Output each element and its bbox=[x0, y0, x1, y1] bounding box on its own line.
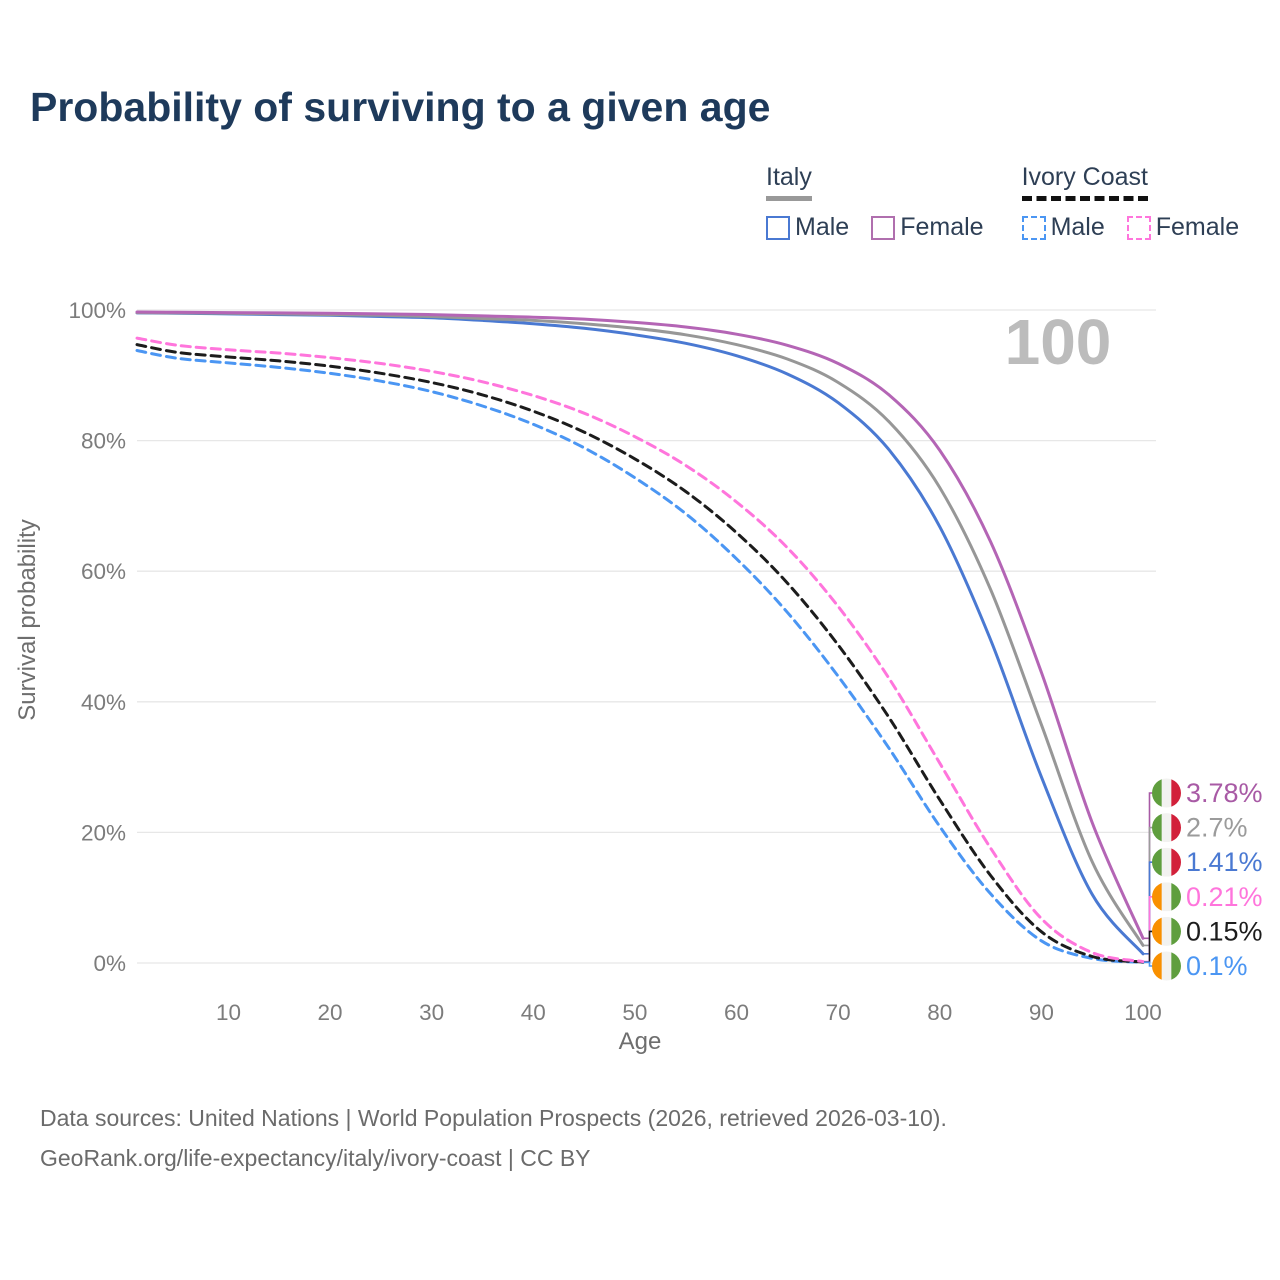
legend-item-label: Female bbox=[1155, 213, 1240, 241]
flag-stripe bbox=[1152, 847, 1163, 877]
legend-group-ivory-coast-label[interactable]: Ivory Coast bbox=[1021, 163, 1148, 201]
chart-legend: Italy Male Female Ivory Coast Male bbox=[766, 163, 1239, 242]
x-tick-label: 20 bbox=[318, 1000, 343, 1025]
end-label-ivory-coast-both-sexes: 0.15% bbox=[1186, 916, 1263, 946]
legend-group-ivory-coast: Ivory Coast Male Female bbox=[1021, 163, 1240, 242]
flag-italy-icon bbox=[1152, 778, 1181, 808]
x-tick-label: 100 bbox=[1124, 1000, 1162, 1025]
flag-stripe bbox=[1152, 778, 1163, 808]
y-tick-label: 100% bbox=[68, 298, 126, 323]
flag-ivory-coast-icon bbox=[1152, 916, 1181, 946]
leader-line bbox=[1144, 826, 1153, 947]
footer-data-sources: Data sources: United Nations | World Pop… bbox=[40, 1105, 947, 1131]
flag-stripe bbox=[1152, 813, 1163, 843]
flag-stripe bbox=[1161, 813, 1172, 843]
footer-attribution: GeoRank.org/life-expectancy/italy/ivory-… bbox=[40, 1145, 591, 1171]
leader-line bbox=[1144, 896, 1153, 963]
flag-italy-icon bbox=[1152, 847, 1181, 877]
flag-stripe bbox=[1171, 813, 1181, 843]
legend-item-ivory-coast-female[interactable]: Female bbox=[1126, 213, 1240, 242]
flag-italy-icon bbox=[1152, 813, 1181, 843]
x-tick-label: 80 bbox=[927, 1000, 952, 1025]
legend-row-italy: Male Female bbox=[766, 213, 984, 242]
x-axis-title: Age bbox=[619, 1028, 662, 1055]
x-tick-label: 70 bbox=[826, 1000, 851, 1025]
end-label-italy-female: 3.78% bbox=[1186, 778, 1263, 808]
series-curve-ivory-coast-male[interactable] bbox=[135, 349, 1145, 964]
legend-row-ivory-coast: Male Female bbox=[1021, 213, 1240, 242]
leader-line bbox=[1144, 792, 1153, 940]
leader-line bbox=[1144, 930, 1153, 963]
legend-item-label: Male bbox=[795, 213, 850, 241]
legend-item-ivory-coast-male[interactable]: Male bbox=[1021, 213, 1105, 242]
end-label-ivory-coast-female: 0.21% bbox=[1186, 882, 1263, 912]
ivory-coast-male-swatch-icon bbox=[1021, 215, 1046, 240]
y-tick-label: 0% bbox=[93, 951, 126, 976]
flag-stripe bbox=[1152, 951, 1163, 981]
chart-footer: Data sources: United Nations | World Pop… bbox=[40, 1098, 947, 1178]
end-label-italy-male: 1.41% bbox=[1186, 847, 1263, 877]
series-curve-italy-female[interactable] bbox=[135, 310, 1145, 940]
legend-item-italy-female[interactable]: Female bbox=[871, 213, 984, 242]
italy-male-swatch-icon bbox=[766, 215, 790, 240]
series-curve-ivory-coast-female[interactable] bbox=[135, 336, 1145, 964]
flag-stripe bbox=[1171, 916, 1181, 946]
flag-stripe bbox=[1171, 882, 1181, 912]
series-curve-ivory-coast-both-sexes[interactable] bbox=[135, 343, 1145, 964]
y-tick-label: 20% bbox=[81, 820, 126, 845]
leader-line bbox=[1144, 861, 1153, 955]
flag-stripe bbox=[1171, 951, 1181, 981]
y-tick-label: 80% bbox=[81, 429, 126, 454]
flag-stripe bbox=[1161, 882, 1172, 912]
series-curve-italy-male[interactable] bbox=[135, 311, 1145, 956]
flag-stripe bbox=[1161, 916, 1172, 946]
x-tick-label: 30 bbox=[419, 1000, 444, 1025]
flag-stripe bbox=[1152, 916, 1163, 946]
ivory-coast-female-swatch-icon bbox=[1126, 215, 1151, 240]
flag-stripe bbox=[1161, 951, 1172, 981]
legend-item-label: Female bbox=[900, 213, 984, 241]
x-tick-label: 50 bbox=[622, 1000, 647, 1025]
x-tick-label: 60 bbox=[724, 1000, 749, 1025]
x-tick-label: 90 bbox=[1029, 1000, 1054, 1025]
flag-stripe bbox=[1171, 847, 1181, 877]
leader-line bbox=[1144, 961, 1153, 967]
italy-female-swatch-icon bbox=[871, 215, 896, 240]
x-tick-label: 40 bbox=[521, 1000, 546, 1025]
legend-group-italy-label[interactable]: Italy bbox=[766, 163, 812, 201]
flag-stripe bbox=[1161, 847, 1172, 877]
end-label-ivory-coast-male: 0.1% bbox=[1186, 951, 1248, 981]
flag-stripe bbox=[1152, 882, 1163, 912]
flag-stripe bbox=[1161, 778, 1172, 808]
y-tick-label: 40% bbox=[81, 690, 126, 715]
chart-watermark: 100 bbox=[1005, 306, 1112, 378]
flag-stripe bbox=[1171, 778, 1181, 808]
x-tick-label: 10 bbox=[216, 1000, 241, 1025]
y-tick-label: 60% bbox=[81, 559, 126, 584]
legend-item-label: Male bbox=[1050, 213, 1105, 241]
page-title: Probability of surviving to a given age bbox=[30, 84, 771, 130]
legend-item-italy-male[interactable]: Male bbox=[766, 213, 849, 242]
end-label-italy-both-sexes: 2.7% bbox=[1186, 813, 1248, 843]
flag-ivory-coast-icon bbox=[1152, 951, 1181, 981]
flag-ivory-coast-icon bbox=[1152, 882, 1181, 912]
legend-group-italy: Italy Male Female bbox=[766, 163, 984, 242]
